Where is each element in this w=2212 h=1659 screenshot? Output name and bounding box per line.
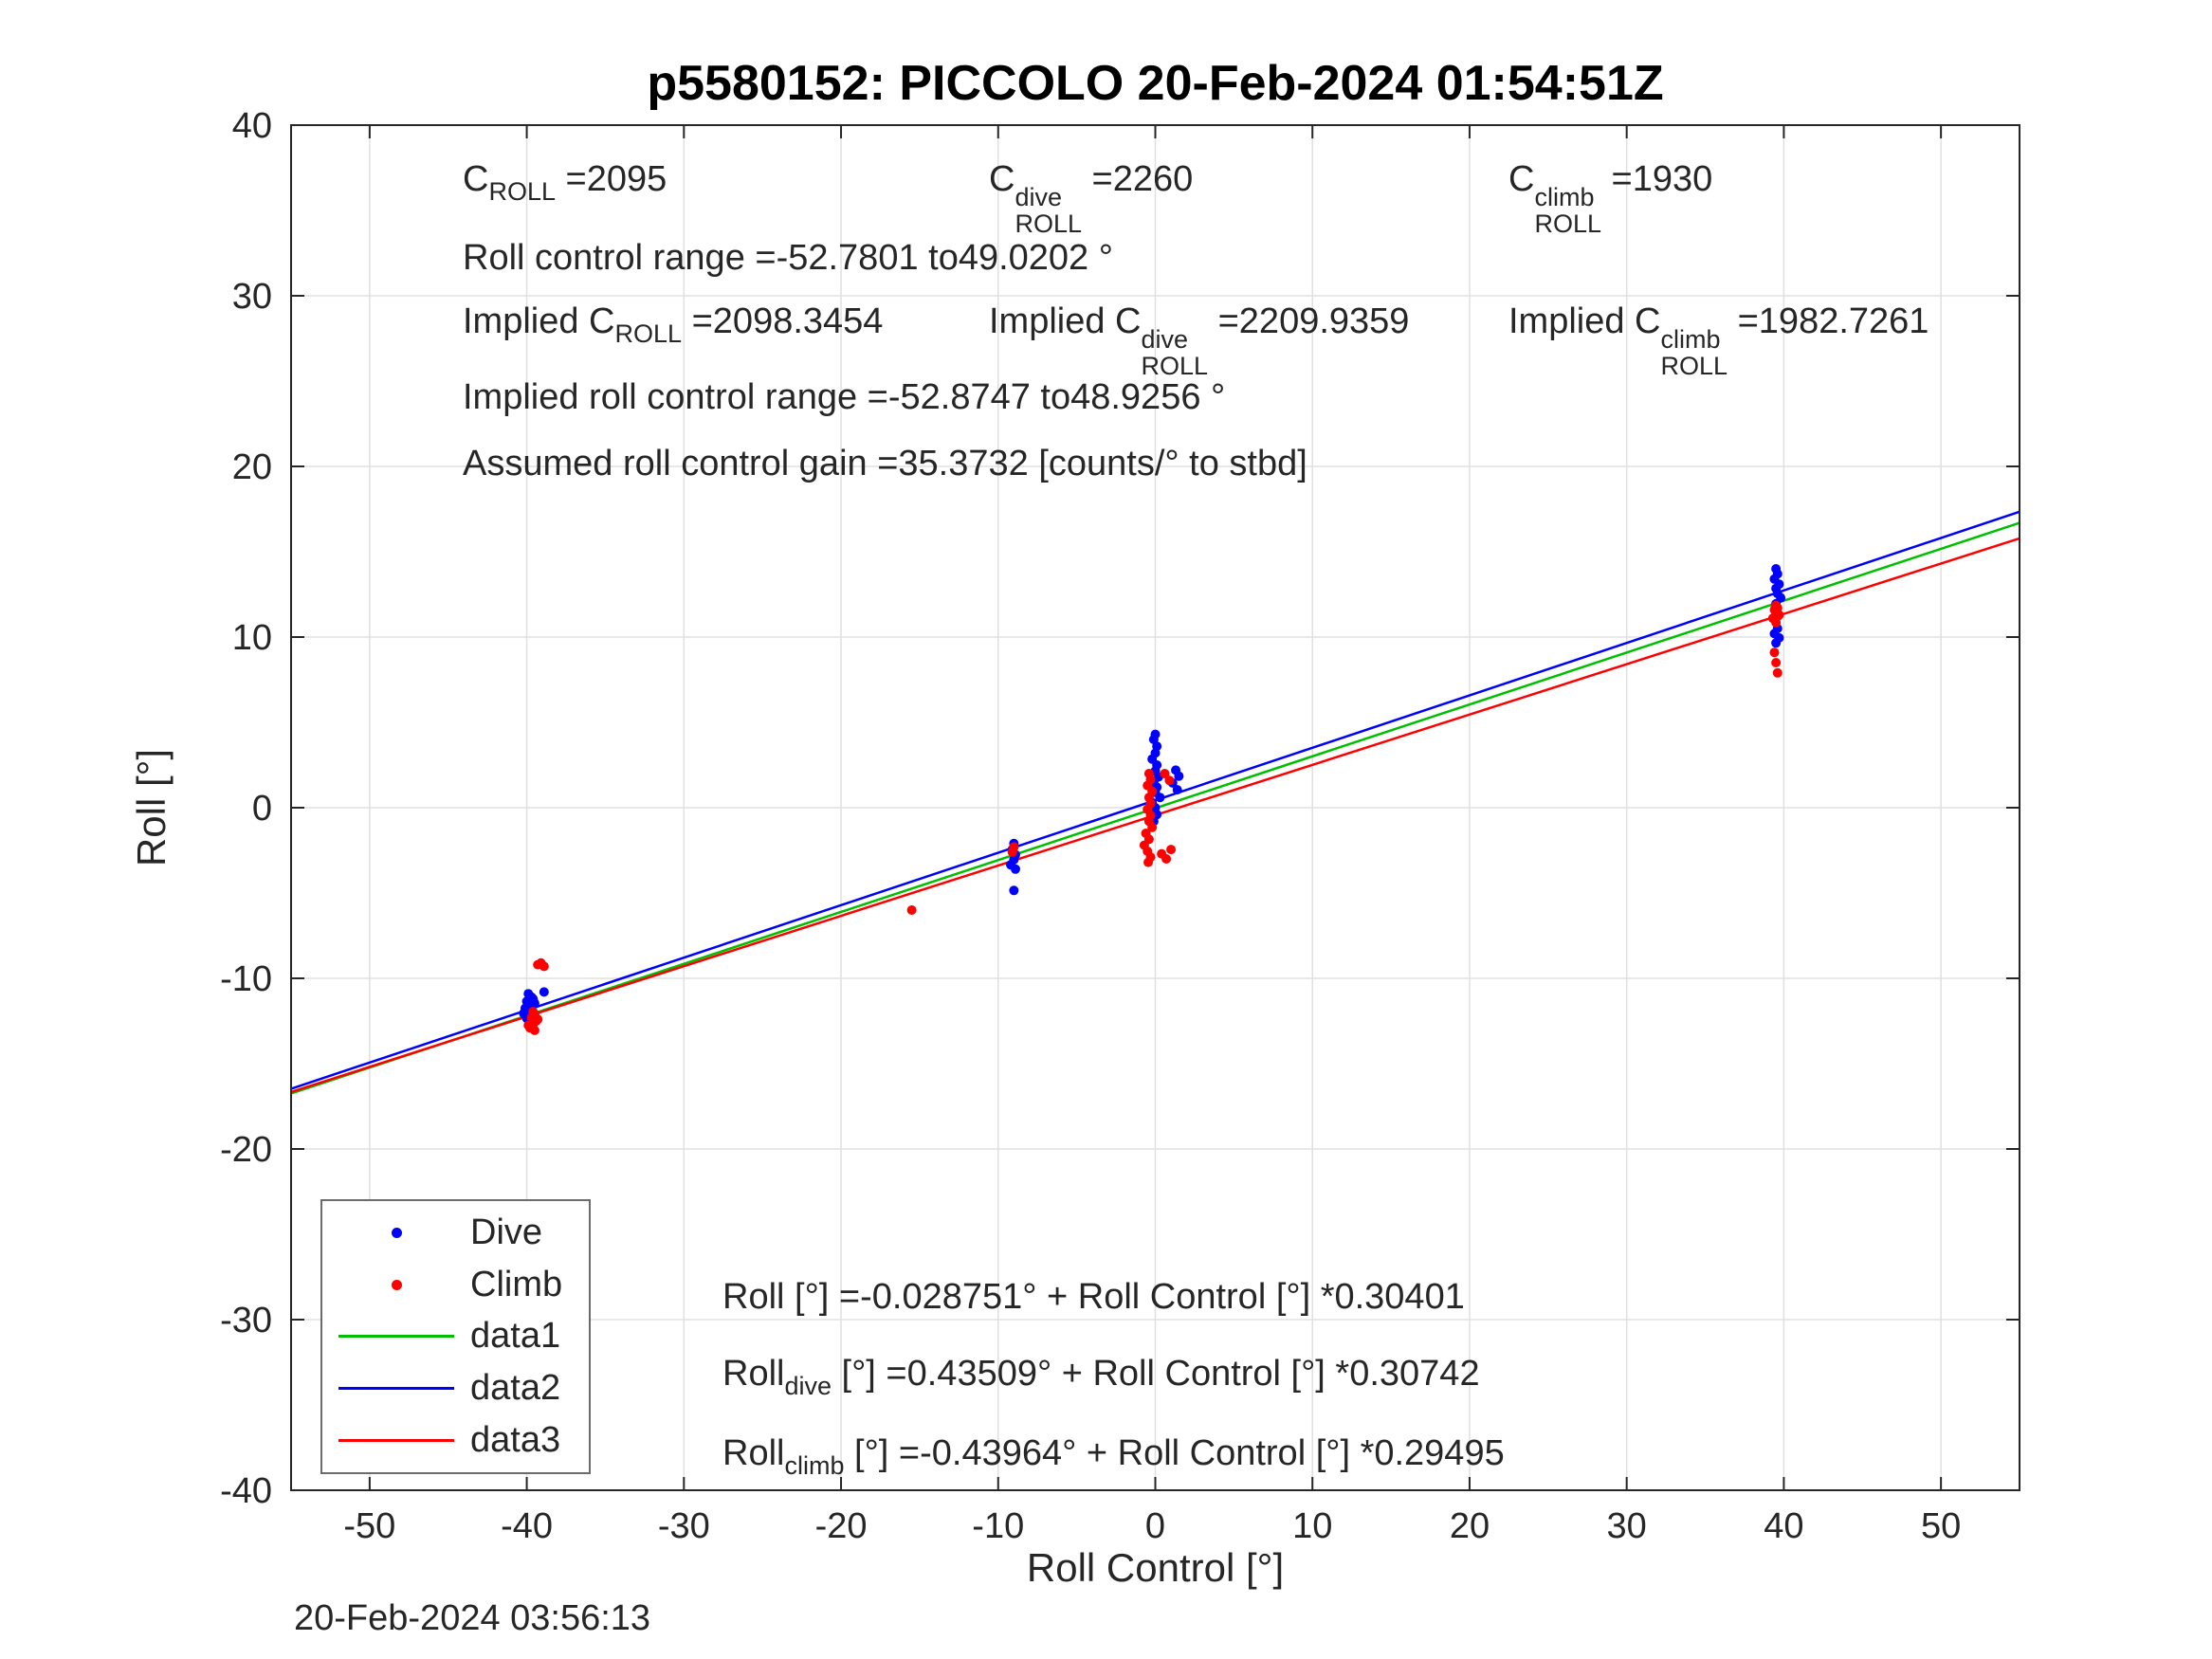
svg-text:-40: -40 bbox=[501, 1506, 553, 1546]
legend[interactable]: Dive Climb data1 data2 data3 bbox=[320, 1199, 591, 1474]
implied-roll-range-annotation: Implied roll control range =-52.8747 to4… bbox=[463, 377, 1226, 417]
implied-c-roll-annotation: Implied CROLL =2098.3454 bbox=[463, 301, 884, 348]
chart-title: p5580152: PICCOLO 20-Feb-2024 01:54:51Z bbox=[647, 56, 1664, 111]
figure-timestamp: 20-Feb-2024 03:56:13 bbox=[294, 1598, 651, 1638]
climb-marker-icon bbox=[391, 1279, 402, 1290]
legend-item-data1: data1 bbox=[322, 1316, 589, 1357]
svg-text:0: 0 bbox=[1145, 1506, 1165, 1546]
svg-text:-50: -50 bbox=[343, 1506, 395, 1546]
y-axis-label: Roll [°] bbox=[129, 748, 174, 867]
svg-text:-40: -40 bbox=[220, 1471, 272, 1511]
legend-item-data3: data3 bbox=[322, 1420, 589, 1461]
svg-text:-30: -30 bbox=[658, 1506, 710, 1546]
fit-equation-dive: Rolldive [°] =0.43509° + Roll Control [°… bbox=[722, 1354, 1480, 1400]
svg-text:20: 20 bbox=[1450, 1506, 1490, 1546]
svg-text:-10: -10 bbox=[220, 959, 272, 999]
svg-text:-20: -20 bbox=[220, 1130, 272, 1170]
svg-text:40: 40 bbox=[1764, 1506, 1803, 1546]
fit-equation-climb: Rollclimb [°] =-0.43964° + Roll Control … bbox=[722, 1433, 1505, 1480]
legend-item-climb: Climb bbox=[322, 1265, 589, 1305]
data2-line-icon bbox=[338, 1387, 454, 1391]
svg-text:30: 30 bbox=[232, 277, 272, 317]
x-axis-label: Roll Control [°] bbox=[1026, 1545, 1285, 1590]
svg-text:10: 10 bbox=[232, 618, 272, 658]
svg-text:30: 30 bbox=[1607, 1506, 1647, 1546]
legend-item-data2: data2 bbox=[322, 1368, 589, 1409]
svg-text:40: 40 bbox=[232, 106, 272, 146]
svg-text:-10: -10 bbox=[972, 1506, 1024, 1546]
svg-text:10: 10 bbox=[1292, 1506, 1332, 1546]
data3-line-icon bbox=[338, 1439, 454, 1443]
roll-control-range-annotation: Roll control range =-52.7801 to49.0202 ° bbox=[463, 238, 1113, 278]
c-roll-annotation: CROLL =2095 bbox=[463, 159, 667, 206]
assumed-gain-annotation: Assumed roll control gain =35.3732 [coun… bbox=[463, 444, 1307, 483]
svg-text:0: 0 bbox=[252, 789, 272, 829]
svg-text:-30: -30 bbox=[220, 1301, 272, 1340]
legend-item-dive: Dive bbox=[322, 1212, 589, 1253]
dive-marker-icon bbox=[391, 1227, 402, 1238]
fit-equation-all: Roll [°] =-0.028751° + Roll Control [°] … bbox=[722, 1277, 1465, 1317]
data1-line-icon bbox=[338, 1335, 454, 1339]
svg-text:50: 50 bbox=[1921, 1506, 1961, 1546]
svg-text:20: 20 bbox=[232, 447, 272, 487]
svg-text:-20: -20 bbox=[815, 1506, 868, 1546]
